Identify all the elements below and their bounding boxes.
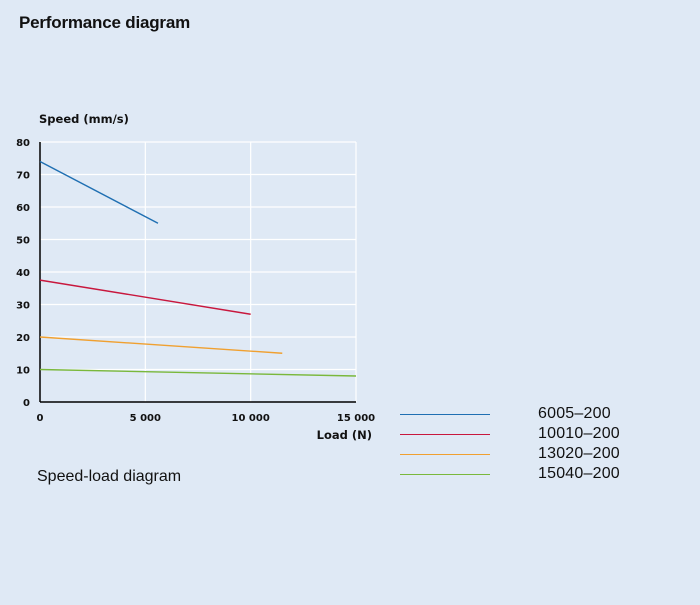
legend-swatch [400,474,490,475]
page-title: Performance diagram [19,13,190,32]
x-tick-label: 5 000 [130,413,161,424]
legend-label: 13020–200 [538,445,620,462]
legend-swatch [400,414,490,415]
y-tick-label: 80 [16,138,30,149]
series-lines [39,160,357,377]
tick-labels: 0 10 20 30 40 50 60 70 80 0 5 000 10 000 15 000 [16,138,375,424]
legend-item: 13020–200 [400,445,700,465]
y-axis-label: Speed (mm/s) [39,112,129,126]
legend-swatch [400,434,490,435]
y-tick-label: 60 [16,203,30,214]
y-tick-label: 70 [16,171,30,182]
y-tick-label: 10 [16,366,30,377]
chart-caption: Speed-load diagram [37,468,182,485]
legend-item: 6005–200 [400,405,700,425]
legend-label: 15040–200 [538,465,620,482]
y-tick-label: 30 [16,301,30,312]
x-tick-label: 10 000 [232,413,270,424]
axes [39,142,356,403]
series-line-2 [39,336,283,354]
y-tick-label: 0 [23,398,30,409]
legend-item: 15040–200 [400,465,700,485]
series-line-3 [39,368,357,377]
y-tick-label: 40 [16,268,30,279]
legend-swatch [400,454,490,455]
legend-label: 10010–200 [538,425,620,442]
x-tick-label: 15 000 [337,413,375,424]
legend-label: 6005–200 [538,405,611,422]
y-tick-label: 20 [16,333,30,344]
x-tick-label: 0 [37,413,44,424]
y-tick-label: 50 [16,236,30,247]
series-line-0 [39,160,159,224]
grid [40,141,357,402]
legend-item: 10010–200 [400,425,700,445]
series-line-1 [39,279,251,315]
x-axis-label: Load (N) [317,428,372,442]
